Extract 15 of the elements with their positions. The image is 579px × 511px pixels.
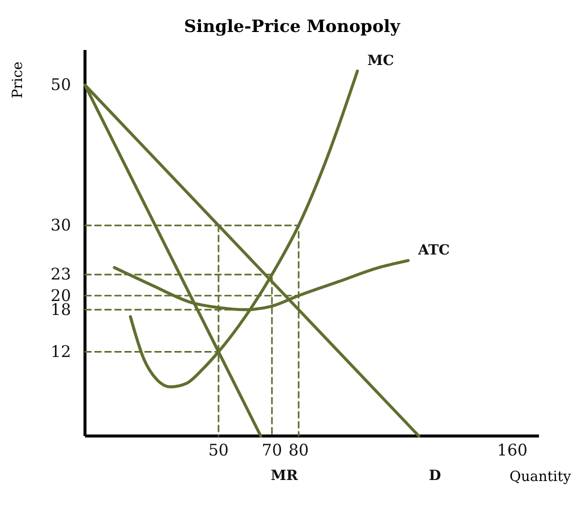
x-tick-label: 50 [208, 440, 229, 460]
chart-title: Single-Price Monopoly [184, 17, 402, 37]
text: D [428, 468, 441, 484]
series-label: MC [367, 53, 394, 70]
x-tick-label: 80 [288, 440, 309, 460]
y-tick-label: 50 [50, 75, 71, 94]
x-tick-label: 160 [497, 440, 528, 460]
y-tick-label: 12 [50, 342, 71, 361]
y-tick-label: 30 [50, 216, 71, 235]
y-tick-label: 23 [50, 264, 71, 284]
text: MR [270, 468, 298, 484]
x-axis-title: Quantity [510, 469, 572, 485]
series-label: ATC [417, 242, 450, 259]
y-axis-title: Price [10, 62, 26, 98]
x-tick-label: 70 [262, 440, 282, 460]
